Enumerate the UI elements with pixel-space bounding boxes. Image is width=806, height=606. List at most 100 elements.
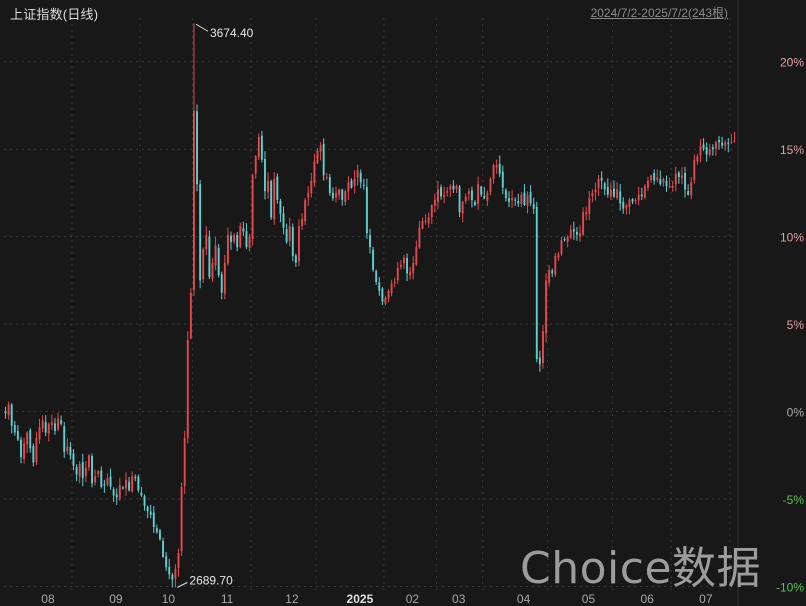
candle-body <box>131 476 134 492</box>
candle-body <box>375 270 378 283</box>
candle-body <box>171 574 174 580</box>
candle-body <box>84 467 87 477</box>
candle-body <box>270 181 273 218</box>
candle-body <box>659 179 662 185</box>
candle-body <box>353 178 356 186</box>
candle-body <box>159 530 161 540</box>
candle-body <box>288 226 291 241</box>
candle-body <box>551 270 554 274</box>
candle-body <box>520 194 523 205</box>
candle-body <box>23 443 26 459</box>
high-marker-line <box>195 23 209 32</box>
candle-body <box>205 234 208 250</box>
candle-body <box>433 199 436 206</box>
candle-body <box>464 196 467 202</box>
date-range-link[interactable]: 2024/7/2-2025/7/2(243根) <box>590 6 728 20</box>
candle-body <box>532 204 535 209</box>
candle-body <box>298 226 300 262</box>
candle-body <box>585 212 588 215</box>
candle-body <box>566 236 569 242</box>
candle-body <box>239 226 242 248</box>
candle-body <box>279 200 282 214</box>
candle-body <box>282 213 285 228</box>
candle-body <box>588 198 591 214</box>
candle-body <box>415 247 418 265</box>
candle-body <box>47 423 50 434</box>
candle-body <box>597 178 600 189</box>
candle-body <box>458 186 461 213</box>
candle-body <box>146 506 149 512</box>
candle-body <box>625 205 628 208</box>
candle-body <box>125 479 127 489</box>
candle-body <box>233 234 236 242</box>
candle-body <box>616 189 619 198</box>
candle-body <box>643 185 646 198</box>
candle-body <box>409 271 412 276</box>
candle-body <box>347 182 350 192</box>
candle-body <box>13 425 16 433</box>
candle-body <box>563 239 566 241</box>
candle-body <box>44 422 47 433</box>
candle-body <box>202 248 205 280</box>
candle-body <box>177 553 180 569</box>
candle-body <box>492 164 495 180</box>
candle-body <box>100 470 103 487</box>
candle-body <box>112 489 115 496</box>
candle-body <box>16 431 19 440</box>
candle-body <box>674 173 677 185</box>
candle-body <box>106 478 109 485</box>
candle-body <box>489 178 492 193</box>
candle-body <box>211 262 214 279</box>
candle-body <box>26 432 29 445</box>
candle-body <box>134 477 137 479</box>
candle-body <box>569 229 572 238</box>
candle-body <box>208 236 211 277</box>
candle-body <box>322 144 325 176</box>
candle-body <box>378 282 381 291</box>
candle-body <box>427 217 430 224</box>
candle-body <box>684 172 686 190</box>
candle-body <box>54 423 56 431</box>
candle-body <box>341 189 344 200</box>
candle-body <box>467 191 470 195</box>
candle-body <box>214 245 217 266</box>
candle-body <box>143 496 146 507</box>
candle-body <box>699 145 702 156</box>
candle-body <box>384 297 387 304</box>
candle-body <box>121 487 124 489</box>
candle-body <box>637 194 640 201</box>
candle-body <box>7 404 10 416</box>
candle-body <box>350 180 353 188</box>
y-tick-label: -5% <box>783 493 805 507</box>
candle-body <box>393 282 396 284</box>
candle-body <box>356 170 359 178</box>
candle-body <box>359 172 362 183</box>
x-tick-label: 11 <box>221 592 234 606</box>
candle-body <box>226 234 229 264</box>
candle-body <box>529 192 532 204</box>
candle-body <box>733 140 736 142</box>
candle-body <box>727 142 730 144</box>
candle-body <box>35 437 38 463</box>
candle-body <box>310 180 313 194</box>
candle-body <box>446 191 449 193</box>
candle-body <box>449 185 452 190</box>
candle-body <box>470 190 473 200</box>
candle-body <box>399 264 402 267</box>
candle-body <box>155 528 158 533</box>
candle-body <box>220 274 223 293</box>
candle-body <box>628 199 631 207</box>
candle-body <box>665 180 668 186</box>
x-tick-label: 03 <box>452 592 466 606</box>
candle-body <box>41 420 44 429</box>
high-annotation: 3674.40 <box>210 26 254 40</box>
candle-body <box>421 220 424 229</box>
candle-body <box>81 462 84 479</box>
candle-body <box>603 183 606 190</box>
candle-body <box>406 258 409 274</box>
candle-body <box>656 177 659 180</box>
candle-body <box>304 199 307 222</box>
candle-body <box>78 464 81 477</box>
candle-body <box>647 180 649 188</box>
